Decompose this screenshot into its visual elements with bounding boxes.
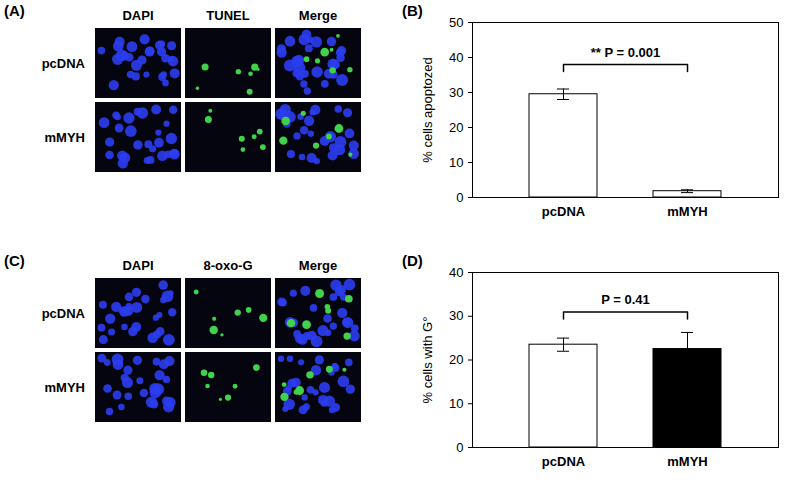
svg-text:8-oxo-G: 8-oxo-G — [203, 258, 252, 273]
svg-text:mMYH: mMYH — [45, 380, 85, 395]
svg-text:(A): (A) — [4, 2, 25, 19]
svg-text:10: 10 — [449, 396, 463, 411]
html-text:(B): (B) — [402, 2, 423, 19]
svg-text:pcDNA: pcDNA — [42, 56, 86, 71]
svg-text:40: 40 — [449, 50, 463, 65]
svg-text:pcDNA: pcDNA — [542, 204, 586, 219]
svg-text:(C): (C) — [4, 252, 25, 269]
svg-text:Merge: Merge — [299, 8, 337, 23]
svg-text:10: 10 — [449, 155, 463, 170]
svg-text:0: 0 — [456, 440, 463, 455]
svg-text:20: 20 — [449, 120, 463, 135]
svg-text:% cells with G°: % cells with G° — [420, 317, 435, 404]
svg-text:mMYH: mMYH — [45, 130, 85, 145]
svg-text:DAPI: DAPI — [122, 8, 153, 23]
svg-text:DAPI: DAPI — [122, 258, 153, 273]
svg-text:** P = 0.001: ** P = 0.001 — [591, 45, 661, 60]
svg-text:pcDNA: pcDNA — [42, 306, 86, 321]
svg-text:40: 40 — [449, 265, 463, 280]
svg-text:30: 30 — [449, 85, 463, 100]
svg-text:% cells apoptozed: % cells apoptozed — [420, 57, 435, 163]
svg-text:TUNEL: TUNEL — [206, 8, 249, 23]
svg-text:50: 50 — [449, 15, 463, 30]
svg-text:pcDNA: pcDNA — [542, 454, 586, 469]
svg-text:mMYH: mMYH — [667, 204, 707, 219]
svg-text:0: 0 — [456, 190, 463, 205]
html-text:(D): (D) — [402, 252, 423, 269]
svg-text:Merge: Merge — [299, 258, 337, 273]
svg-text:P = 0.41: P = 0.41 — [601, 292, 650, 307]
svg-text:30: 30 — [449, 308, 463, 323]
svg-text:20: 20 — [449, 352, 463, 367]
svg-text:mMYH: mMYH — [667, 454, 707, 469]
